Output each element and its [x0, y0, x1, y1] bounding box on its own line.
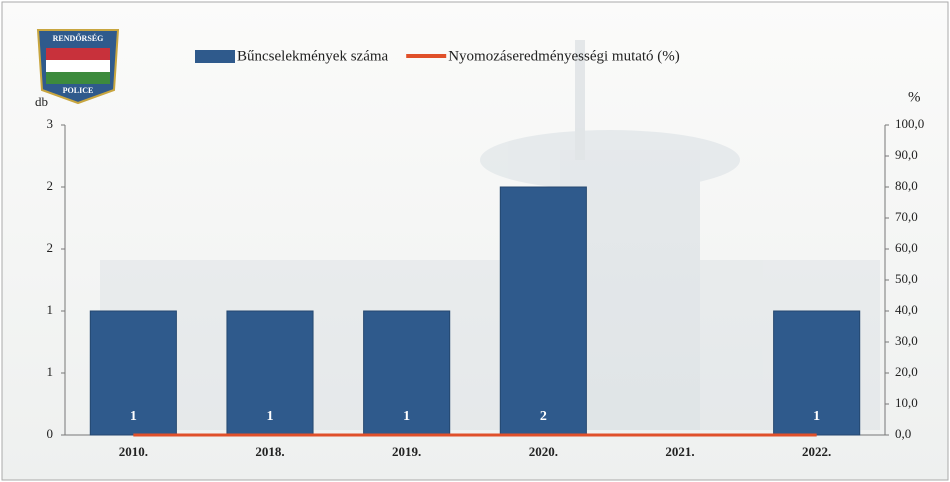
bar-value-label: 1 [130, 409, 137, 424]
x-tick-label: 2022. [802, 444, 831, 459]
y2-tick-label: 50,0 [895, 271, 918, 286]
y2-tick-label: 0,0 [895, 426, 911, 441]
logo: RENDŐRSÉG POLICE [36, 29, 120, 105]
y2-tick-label: 90,0 [895, 147, 918, 162]
x-tick-label: 2010. [119, 444, 148, 459]
y2-tick-label: 40,0 [895, 302, 918, 317]
x-tick-label: 2018. [255, 444, 284, 459]
bar-value-label: 1 [403, 409, 410, 424]
y2-tick-label: 10,0 [895, 395, 918, 410]
y2-tick-label: 20,0 [895, 364, 918, 379]
y-tick-label: 1 [47, 364, 54, 379]
bar [226, 310, 314, 436]
x-tick-label: 2020. [529, 444, 558, 459]
bar [499, 186, 587, 436]
y2-axis-label: % [908, 89, 921, 105]
legend-swatch [195, 50, 235, 63]
x-tick-label: 2021. [665, 444, 694, 459]
y-axis-label: db [35, 94, 48, 109]
y-tick-label: 3 [47, 116, 54, 131]
bar-value-label: 1 [813, 409, 820, 424]
y2-tick-label: 100,0 [895, 116, 924, 131]
logo-top-text: RENDŐRSÉG [53, 33, 104, 43]
bar-value-label: 2 [540, 409, 547, 424]
y2-tick-label: 70,0 [895, 209, 918, 224]
y-tick-label: 0 [47, 426, 54, 441]
logo-bottom-text: POLICE [63, 86, 94, 95]
y2-tick-label: 80,0 [895, 178, 918, 193]
y-tick-label: 2 [47, 178, 54, 193]
y-tick-label: 2 [47, 240, 54, 255]
y2-tick-label: 60,0 [895, 240, 918, 255]
y-tick-label: 1 [47, 302, 54, 317]
y2-tick-label: 30,0 [895, 333, 918, 348]
legend-label: Bűncselekmények száma [237, 48, 389, 64]
bar [363, 310, 451, 436]
bar-value-label: 1 [267, 409, 274, 424]
x-tick-label: 2019. [392, 444, 421, 459]
bar [773, 310, 861, 436]
legend-label: Nyomozáseredményességi mutató (%) [448, 48, 680, 64]
